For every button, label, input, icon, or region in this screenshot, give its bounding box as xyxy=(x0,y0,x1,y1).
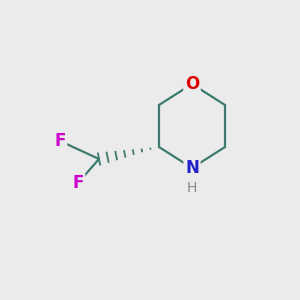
Text: N: N xyxy=(185,159,199,177)
Text: H: H xyxy=(187,181,197,194)
Text: F: F xyxy=(72,174,84,192)
Text: O: O xyxy=(185,75,199,93)
Text: F: F xyxy=(54,132,66,150)
